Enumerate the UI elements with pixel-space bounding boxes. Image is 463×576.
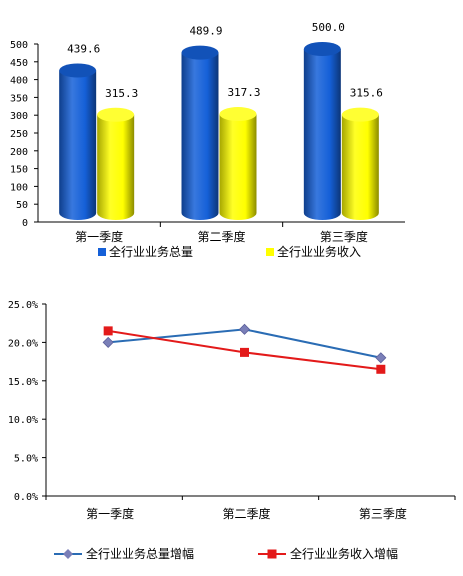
legend-swatch xyxy=(266,248,274,256)
data-point-square xyxy=(240,347,249,357)
bar-top-cap xyxy=(219,107,257,122)
y-tick-label: 400 xyxy=(10,76,28,87)
bar-revenue xyxy=(97,114,135,221)
y-tick-label: 25.0% xyxy=(8,300,38,311)
legend-swatch xyxy=(98,248,106,256)
y-tick-label: 10.0% xyxy=(8,415,38,426)
bar-top-cap xyxy=(59,63,97,78)
x-category-label: 第三季度 xyxy=(320,229,368,244)
y-tick-label: 300 xyxy=(10,111,28,122)
legend-label: 全行业业务总量 xyxy=(109,244,193,259)
y-tick-label: 500 xyxy=(10,40,28,51)
data-label: 315.3 xyxy=(105,87,138,100)
y-tick-label: 450 xyxy=(10,58,28,69)
legend-marker xyxy=(63,549,73,559)
bar-total xyxy=(303,49,341,221)
x-category-label: 第一季度 xyxy=(86,506,134,521)
legend-label: 全行业业务收入增幅 xyxy=(290,546,398,561)
data-point-square xyxy=(103,326,113,336)
y-tick-label: 350 xyxy=(10,93,28,104)
y-tick-label: 100 xyxy=(10,182,28,193)
y-tick-label: 5.0% xyxy=(14,454,38,465)
x-category-label: 第二季度 xyxy=(222,506,270,521)
legend-label: 全行业业务收入 xyxy=(277,244,361,259)
y-tick-label: 50 xyxy=(16,200,28,211)
data-label: 317.3 xyxy=(227,86,260,99)
data-label: 315.6 xyxy=(350,87,383,100)
bar-revenue xyxy=(341,114,379,221)
y-tick-label: 0.0% xyxy=(14,492,38,503)
line-chart-bottom: 0.0% 5.0% 10.0% 15.0% 20.0% 25.0% 第一季度 第二季度 第三季度… xyxy=(8,300,456,561)
legend-marker xyxy=(267,549,277,559)
bar-top-cap xyxy=(181,45,219,60)
bar-revenue xyxy=(219,114,257,221)
legend-label: 全行业业务总量增幅 xyxy=(86,546,194,561)
data-point-diamond xyxy=(375,352,387,364)
data-label: 500.0 xyxy=(312,21,345,34)
data-label: 439.6 xyxy=(67,43,100,56)
y-tick-label: 200 xyxy=(10,147,28,158)
bar-top-cap xyxy=(341,107,379,122)
x-category-label: 第二季度 xyxy=(197,229,245,244)
y-tick-label: 15.0% xyxy=(8,377,38,388)
bar-top-cap xyxy=(97,107,135,122)
bar-total xyxy=(59,70,97,221)
y-tick-label: 0 xyxy=(22,218,28,229)
data-point-diamond xyxy=(102,336,114,348)
y-tick-label: 250 xyxy=(10,129,28,140)
data-point-diamond xyxy=(238,323,251,335)
bar-chart-top: 0 50 100 150 200 250 300 350 400 450 500 第一季度 439.6 3… xyxy=(10,21,405,259)
y-tick-label: 20.0% xyxy=(8,338,38,349)
data-point-square xyxy=(376,364,386,374)
data-label: 489.9 xyxy=(189,25,222,38)
y-tick-label: 150 xyxy=(10,165,28,176)
x-category-label: 第一季度 xyxy=(75,229,123,244)
bar-top-cap xyxy=(303,42,341,56)
x-category-label: 第三季度 xyxy=(359,506,407,521)
bar-total xyxy=(181,52,219,221)
